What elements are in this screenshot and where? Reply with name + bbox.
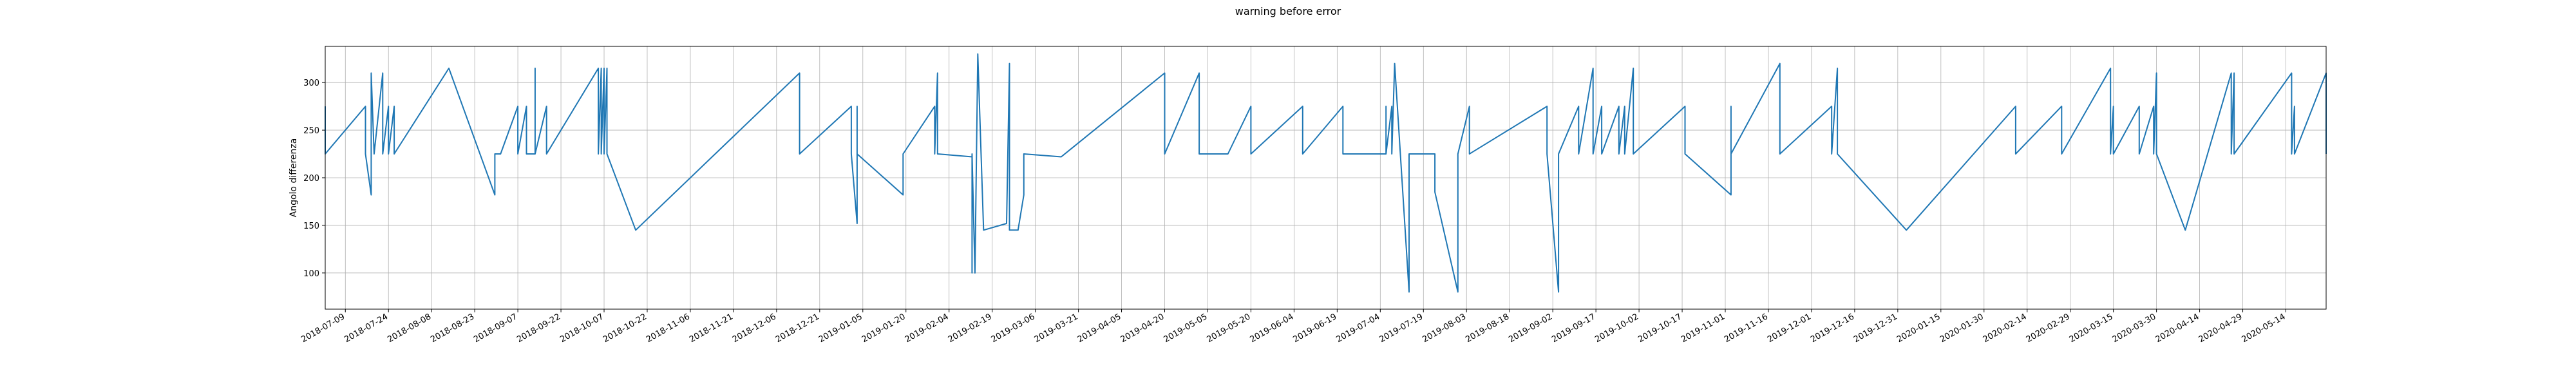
x-tick-label: 2019-04-05 <box>1076 312 1123 345</box>
y-tick-label: 250 <box>303 126 319 136</box>
x-tick-label: 2019-08-18 <box>1464 312 1511 345</box>
x-tick-label: 2019-04-20 <box>1119 312 1166 345</box>
x-tick-label: 2018-12-06 <box>731 312 778 345</box>
x-tick-label: 2018-11-06 <box>645 312 692 345</box>
x-tick-label: 2020-02-29 <box>2025 312 2072 345</box>
x-tick-label: 2020-01-15 <box>1895 312 1942 345</box>
x-tick-label: 2019-10-17 <box>1636 312 1683 345</box>
x-tick-label: 2019-09-02 <box>1507 312 1554 345</box>
x-axis: 2018-07-092018-07-242018-08-082018-08-23… <box>299 309 2287 345</box>
x-tick-label: 2019-10-02 <box>1593 312 1640 345</box>
x-tick-label: 2019-05-05 <box>1162 312 1209 345</box>
x-tick-label: 2019-05-20 <box>1205 312 1252 345</box>
x-tick-label: 2019-12-01 <box>1766 312 1813 345</box>
x-tick-label: 2019-09-17 <box>1550 312 1597 345</box>
x-tick-label: 2019-03-06 <box>990 312 1037 345</box>
x-tick-label: 2018-10-22 <box>601 312 649 345</box>
y-tick-label: 150 <box>303 222 319 231</box>
x-tick-label: 2019-02-04 <box>904 312 951 345</box>
x-tick-label: 2019-11-16 <box>1723 312 1770 345</box>
x-tick-label: 2020-01-30 <box>1938 312 1985 345</box>
chart-title: warning before error <box>1235 5 1341 17</box>
x-tick-label: 2020-04-29 <box>2197 312 2244 345</box>
x-tick-label: 2019-12-16 <box>1809 312 1856 345</box>
y-axis: 100 150 200 250 300 <box>303 79 325 279</box>
x-tick-label: 2018-10-07 <box>558 312 605 345</box>
x-tick-label: 2019-06-19 <box>1291 312 1338 345</box>
x-tick-label: 2020-04-14 <box>2154 312 2201 345</box>
x-tick-label: 2019-01-20 <box>860 312 907 345</box>
x-tick-label: 2019-11-01 <box>1680 312 1727 345</box>
x-tick-label: 2018-11-21 <box>688 312 735 345</box>
x-tick-label: 2019-12-31 <box>1852 312 1899 345</box>
x-tick-label: 2018-12-21 <box>774 312 821 345</box>
y-axis-label: Angolo differenza <box>289 138 299 218</box>
x-tick-label: 2019-01-05 <box>817 312 864 345</box>
x-tick-label: 2020-05-14 <box>2240 312 2287 345</box>
x-tick-label: 2018-07-24 <box>343 312 390 345</box>
x-tick-label: 2019-02-19 <box>947 312 994 345</box>
x-tick-label: 2018-08-08 <box>386 312 433 345</box>
x-tick-label: 2019-08-03 <box>1421 312 1468 345</box>
x-tick-label: 2018-09-07 <box>472 312 519 345</box>
series-line <box>325 53 2327 293</box>
series-layer <box>325 53 2327 293</box>
y-tick-label: 200 <box>303 174 319 184</box>
x-tick-label: 2018-08-23 <box>429 312 476 345</box>
x-tick-label: 2019-03-21 <box>1033 312 1080 345</box>
x-tick-label: 2020-03-30 <box>2111 312 2158 345</box>
x-tick-label: 2018-09-22 <box>515 312 562 345</box>
y-tick-label: 300 <box>303 79 319 88</box>
x-tick-label: 2019-06-04 <box>1248 312 1295 345</box>
x-tick-label: 2020-02-14 <box>1982 312 2029 345</box>
grid-layer <box>325 46 2326 309</box>
x-tick-label: 2020-03-15 <box>2068 312 2115 345</box>
x-tick-label: 2019-07-04 <box>1334 312 1381 345</box>
x-tick-label: 2018-07-09 <box>299 312 346 345</box>
x-tick-label: 2019-07-19 <box>1378 312 1425 345</box>
y-tick-label: 100 <box>303 269 319 279</box>
